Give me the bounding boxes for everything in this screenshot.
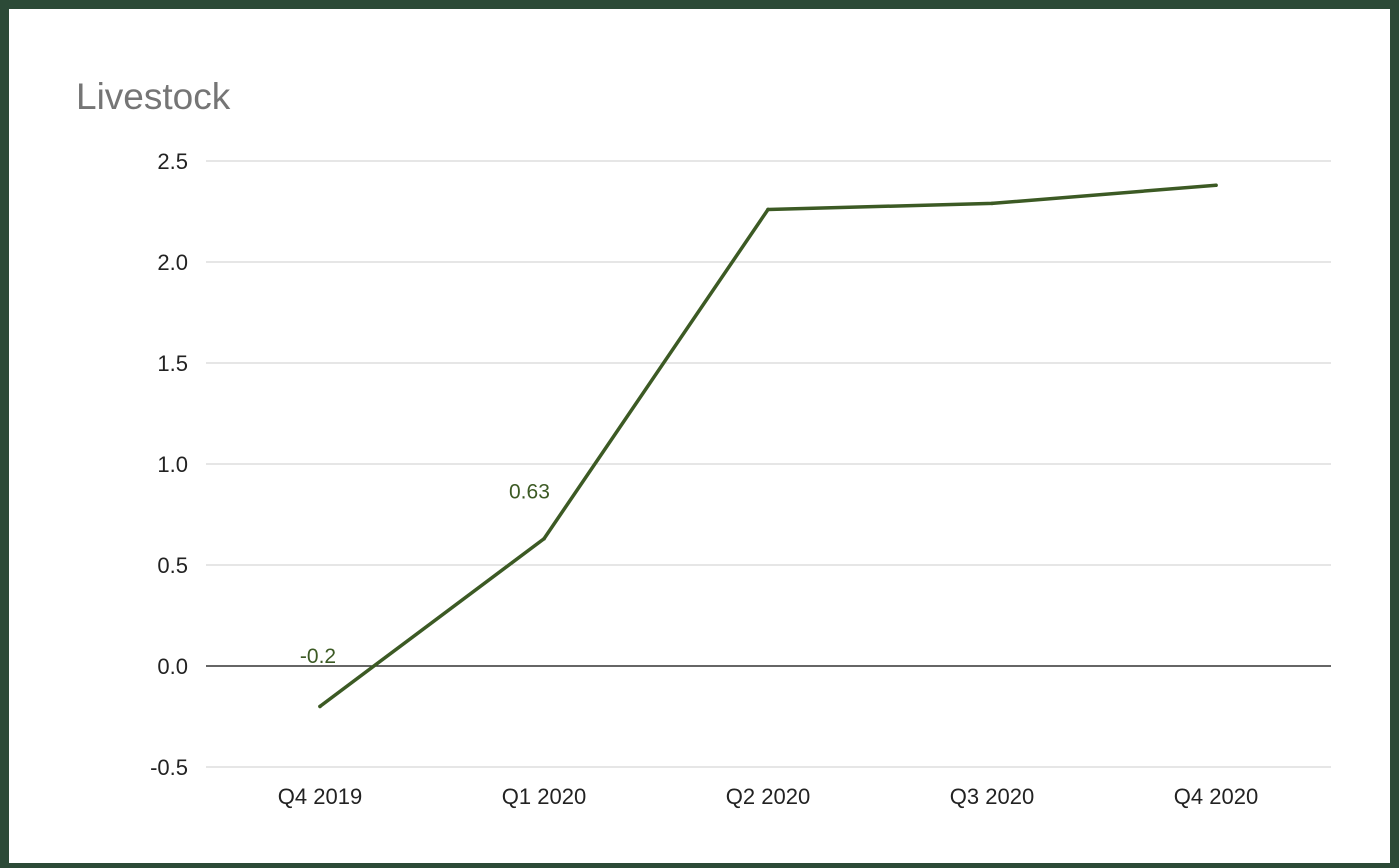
- y-tick-label: 0.0: [157, 654, 188, 679]
- y-tick-label: -0.5: [150, 755, 188, 780]
- data-labels-group: -0.2 0.63: [300, 481, 550, 668]
- y-tick-label: 2.5: [157, 149, 188, 174]
- gridlines: [206, 160, 1331, 768]
- y-tick-label: 1.5: [157, 351, 188, 376]
- chart-frame: Livestock 2.5 2.0 1.5 1.0 0.5 0.0 -0.5 Q4 2019…: [9, 9, 1390, 863]
- data-point: [318, 704, 322, 709]
- x-tick-label: Q3 2020: [950, 784, 1034, 809]
- x-tick-label: Q4 2019: [278, 784, 362, 809]
- data-label: 0.63: [509, 481, 550, 504]
- data-point: [1214, 183, 1218, 188]
- data-label: -0.2: [300, 645, 336, 668]
- line-chart: Livestock 2.5 2.0 1.5 1.0 0.5 0.0 -0.5 Q4 2019…: [76, 76, 1331, 809]
- x-tick-label: Q4 2020: [1174, 784, 1258, 809]
- data-point: [766, 207, 770, 212]
- x-tick-label: Q2 2020: [726, 784, 810, 809]
- y-tick-label: 1.0: [157, 452, 188, 477]
- x-tick-label: Q1 2020: [502, 784, 586, 809]
- y-axis-tick-labels: 2.5 2.0 1.5 1.0 0.5 0.0 -0.5: [150, 149, 188, 780]
- data-point: [990, 201, 994, 206]
- y-tick-label: 2.0: [157, 250, 188, 275]
- x-axis-tick-labels: Q4 2019 Q1 2020 Q2 2020 Q3 2020 Q4 2020: [278, 784, 1258, 809]
- series-line: [318, 183, 1218, 709]
- series-group: [318, 183, 1218, 709]
- y-tick-label: 0.5: [157, 553, 188, 578]
- chart-title: Livestock: [76, 76, 231, 117]
- data-point: [542, 536, 546, 541]
